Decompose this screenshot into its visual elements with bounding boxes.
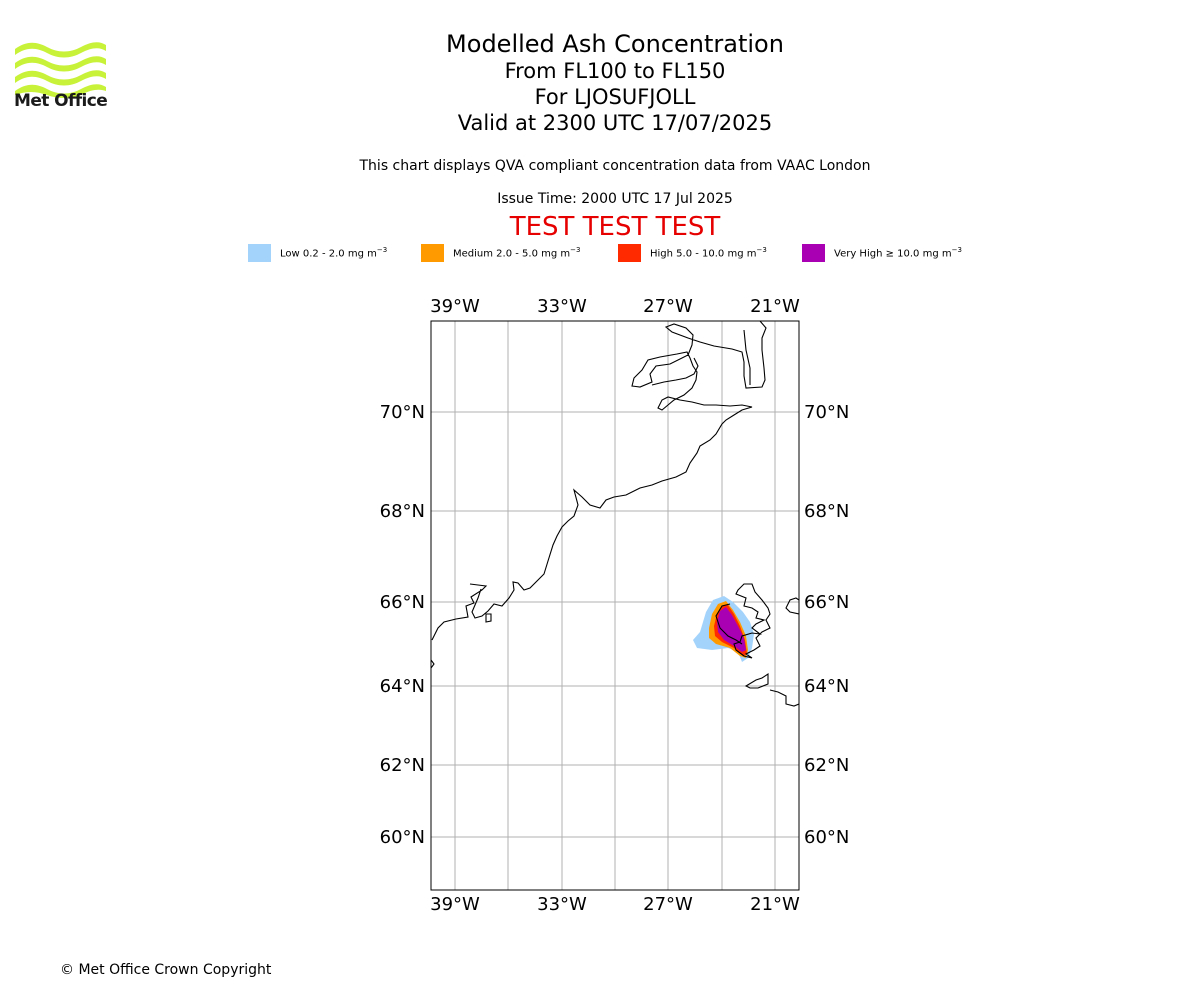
flight-level-range: From FL100 to FL150	[504, 59, 726, 83]
legend-swatch-low	[248, 244, 271, 262]
lon-tick-label: 39°W	[430, 894, 480, 915]
coastline-iceland-west	[715, 603, 743, 645]
lon-ticks-bottom: 39°W 33°W 27°W 21°W	[430, 894, 800, 915]
volcano-name: For LJOSUFJOLL	[534, 85, 696, 109]
logo-wordmark: Met Office	[14, 91, 108, 111]
map-frame	[430, 320, 800, 891]
lon-tick-label: 33°W	[537, 894, 587, 915]
lat-tick-label: 64°N	[804, 676, 849, 697]
lon-tick-label: 21°W	[750, 296, 800, 317]
lon-tick-label: 21°W	[750, 894, 800, 915]
ash-map: 39°W 33°W 27°W 21°W 39°W 33°W 27°W 21°W …	[380, 296, 850, 915]
legend-swatch-high	[618, 244, 641, 262]
legend-swatch-medium	[421, 244, 444, 262]
coastline-east-edge	[785, 597, 799, 615]
chart-title: Modelled Ash Concentration	[446, 30, 784, 58]
coastline-west-edge	[431, 659, 435, 669]
lon-tick-label: 27°W	[643, 894, 693, 915]
lat-tick-label: 70°N	[804, 402, 849, 423]
lat-tick-label: 68°N	[804, 501, 849, 522]
coastline-faroe	[769, 689, 799, 707]
lat-tick-label: 64°N	[380, 676, 425, 697]
lat-tick-label: 66°N	[380, 592, 425, 613]
chart-title-block: Modelled Ash Concentration From FL100 to…	[0, 30, 1200, 136]
coastline-iceland-south	[744, 672, 769, 689]
lat-tick-label: 62°N	[380, 755, 425, 776]
lon-tick-label: 39°W	[430, 296, 480, 317]
lat-tick-label: 70°N	[380, 402, 425, 423]
copyright-notice: © Met Office Crown Copyright	[60, 962, 272, 978]
met-office-logo-icon	[15, 42, 106, 98]
lon-ticks-top: 39°W 33°W 27°W 21°W	[430, 296, 800, 317]
coastline-east-greenland-island	[743, 329, 751, 385]
legend-swatch-very-high	[802, 244, 825, 262]
lat-tick-label: 66°N	[804, 592, 849, 613]
lat-tick-label: 68°N	[380, 501, 425, 522]
legend-label-high: High 5.0 - 10.0 mg m−3	[650, 246, 767, 260]
lat-tick-label: 60°N	[380, 827, 425, 848]
legend-label-low: Low 0.2 - 2.0 mg m−3	[280, 246, 388, 260]
coastline-greenland-east	[431, 321, 767, 641]
ash-area-very-high	[717, 607, 746, 652]
legend-label-very-high: Very High ≥ 10.0 mg m−3	[834, 246, 962, 260]
lon-tick-label: 33°W	[537, 296, 587, 317]
issue-time: Issue Time: 2000 UTC 17 Jul 2025	[497, 191, 733, 207]
test-banner: TEST TEST TEST	[509, 212, 721, 242]
lat-ticks-right: 70°N 68°N 66°N 64°N 62°N 60°N	[804, 402, 849, 848]
coastlines	[431, 321, 799, 707]
lat-tick-label: 62°N	[804, 755, 849, 776]
coastline-small-island	[485, 613, 492, 623]
legend-label-medium: Medium 2.0 - 5.0 mg m−3	[453, 246, 581, 260]
valid-time: Valid at 2300 UTC 17/07/2025	[457, 111, 773, 135]
coastline-greenland-fjord	[651, 357, 699, 386]
lon-tick-label: 27°W	[643, 296, 693, 317]
lat-tick-label: 60°N	[804, 827, 849, 848]
lat-ticks-left: 70°N 68°N 66°N 64°N 62°N 60°N	[380, 402, 425, 848]
chart-description: This chart displays QVA compliant concen…	[359, 158, 871, 174]
coastline-iceland	[733, 583, 771, 659]
